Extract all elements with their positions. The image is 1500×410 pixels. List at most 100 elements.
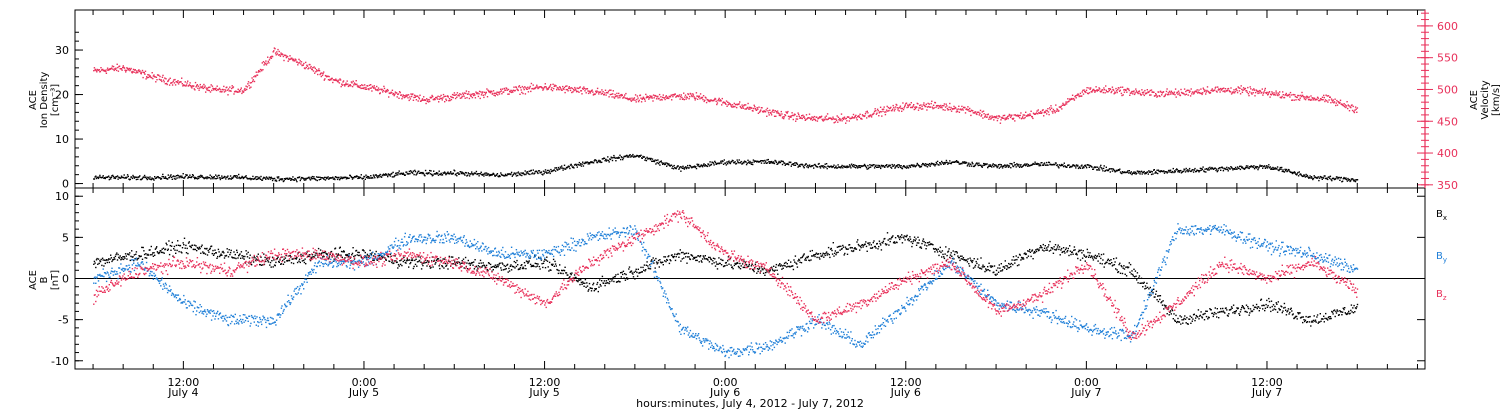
- density-series-point: [378, 176, 380, 178]
- bx-series-point: [132, 256, 134, 258]
- bx-series-point: [351, 254, 353, 256]
- velocity-series-point: [1115, 90, 1118, 92]
- density-series-point: [661, 162, 663, 164]
- bx-series-point: [565, 272, 568, 274]
- density-series-point: [1220, 169, 1222, 171]
- density-series-point: [1102, 170, 1104, 172]
- density-series-point: [393, 176, 395, 178]
- density-series-point: [991, 164, 994, 166]
- density-series-point: [794, 162, 796, 164]
- velocity-series-point: [1051, 110, 1053, 113]
- velocity-series-point: [466, 97, 468, 99]
- density-series-point: [587, 163, 589, 165]
- density-series-point: [1071, 166, 1073, 168]
- velocity-series-point: [596, 90, 598, 92]
- density-series-point: [212, 176, 215, 178]
- bx-series-point: [280, 263, 283, 265]
- velocity-series-point: [271, 55, 274, 58]
- velocity-series-point: [1201, 93, 1203, 96]
- density-series-point: [608, 161, 610, 163]
- velocity-series-point: [952, 108, 955, 110]
- velocity-series-point: [751, 107, 753, 109]
- velocity-series-point: [814, 119, 817, 122]
- density-series-point: [1230, 166, 1232, 168]
- density-series-point: [1200, 169, 1202, 171]
- velocity-series-point: [1129, 94, 1131, 96]
- bx-series-point: [686, 262, 688, 264]
- velocity-series-point: [758, 106, 760, 108]
- bx-series-point: [656, 263, 658, 265]
- velocity-series-point: [1064, 103, 1067, 105]
- bx-series-point: [501, 262, 503, 264]
- velocity-series-point: [913, 108, 915, 111]
- density-series-point: [1109, 171, 1111, 173]
- velocity-series-point: [1276, 92, 1278, 94]
- velocity-series-point: [241, 90, 244, 92]
- bx-series-point: [447, 260, 450, 262]
- velocity-series-point: [978, 111, 980, 113]
- bx-series-point: [695, 259, 697, 262]
- velocity-series-point: [1348, 110, 1351, 112]
- velocity-series-point: [1273, 94, 1275, 96]
- velocity-series-point: [1070, 98, 1072, 101]
- velocity-series-point: [1082, 89, 1084, 92]
- bx-series-point: [595, 288, 597, 290]
- density-series-point: [252, 175, 254, 178]
- velocity-series-point: [1096, 89, 1098, 91]
- velocity-series-point: [1319, 99, 1321, 102]
- velocity-series-point: [295, 59, 297, 61]
- velocity-series-point: [137, 71, 139, 74]
- velocity-series-point: [239, 88, 242, 91]
- density-series-point: [1305, 173, 1307, 176]
- velocity-series-point: [1168, 90, 1171, 93]
- density-series-point: [485, 172, 488, 174]
- density-series-point: [806, 164, 809, 167]
- velocity-series-point: [981, 114, 983, 116]
- velocity-series-point: [996, 119, 999, 122]
- density-series-point: [1119, 171, 1122, 173]
- bx-series-point: [447, 268, 449, 270]
- bx-series-point: [355, 249, 358, 252]
- velocity-series-point: [1011, 114, 1013, 116]
- density-series-point: [1100, 164, 1102, 167]
- density-series-point: [336, 178, 339, 181]
- velocity-series-point: [747, 102, 749, 105]
- density-series-point: [237, 177, 239, 179]
- density-series-point: [767, 158, 769, 161]
- bx-series-point: [218, 251, 220, 253]
- velocity-series-point: [133, 71, 135, 73]
- bx-series-point: [623, 277, 625, 279]
- velocity-series-point: [469, 93, 471, 96]
- velocity-series-point: [298, 62, 301, 64]
- density-series-point: [1060, 164, 1062, 167]
- velocity-series-point: [274, 48, 276, 50]
- density-series-point: [463, 173, 465, 175]
- bx-series-point: [200, 245, 203, 248]
- bx-series-point: [528, 260, 530, 262]
- density-series-point: [126, 176, 128, 178]
- density-series-point: [912, 165, 914, 168]
- velocity-series-point: [550, 88, 552, 91]
- velocity-series-point: [731, 106, 733, 108]
- density-series-point: [296, 177, 299, 179]
- velocity-series-point: [1164, 94, 1166, 96]
- bx-series-point: [101, 257, 104, 259]
- velocity-series-point: [419, 100, 422, 102]
- density-series-point: [1239, 168, 1242, 171]
- velocity-series-point: [922, 108, 924, 110]
- density-series-point: [882, 165, 885, 167]
- velocity-series-point: [216, 85, 218, 87]
- density-series-point: [1026, 163, 1028, 165]
- velocity-series-point: [1293, 99, 1295, 101]
- bx-series-point: [614, 275, 616, 278]
- density-series-point: [582, 161, 584, 163]
- bx-series-point: [160, 250, 162, 252]
- density-series-point: [646, 156, 648, 159]
- density-series-point: [1278, 168, 1281, 170]
- bx-series-point: [206, 247, 208, 250]
- density-series-point: [563, 167, 565, 170]
- density-series-point: [930, 163, 932, 166]
- velocity-series-point: [627, 98, 629, 100]
- velocity-series-point: [822, 120, 825, 122]
- density-series-point: [386, 174, 388, 176]
